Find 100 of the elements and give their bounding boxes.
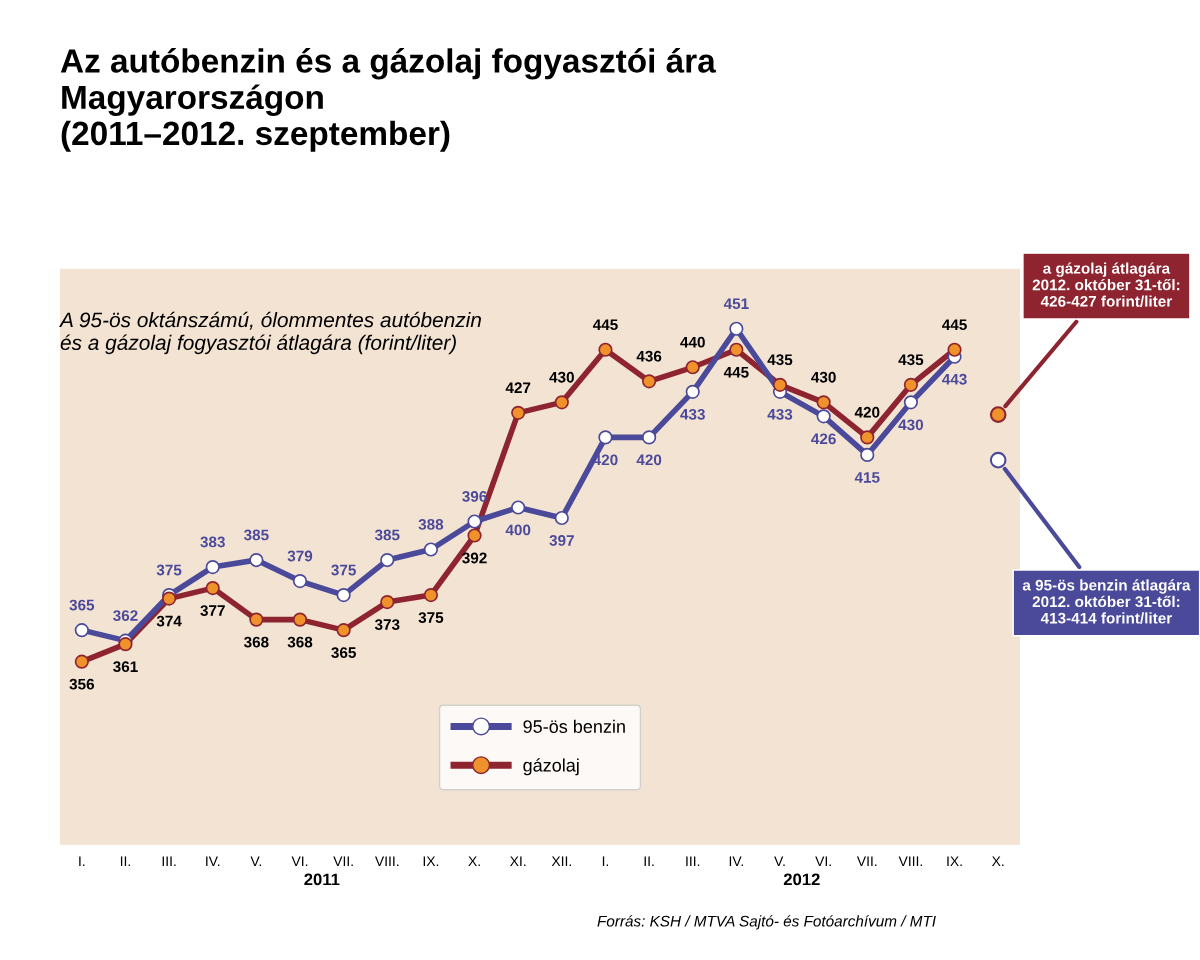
data-label: 420 [636,454,662,466]
x-tick-label: II. [120,856,130,866]
point [292,612,308,627]
point [598,430,613,445]
text: Forrás: KSH / MTVA Sajtó- és Fotóarchívum / MTI [597,915,936,930]
point [598,342,613,357]
x-tick-label: X. [468,856,480,866]
data-label: 362 [113,610,138,621]
data-label: 433 [680,408,705,420]
point [336,623,351,638]
data-label: 356 [69,678,95,690]
data-label: 451 [723,298,749,310]
x-tick-label: VII. [333,856,353,866]
data-label: 375 [156,564,182,576]
data-label: 365 [69,599,95,611]
point [642,430,657,445]
point [947,342,962,357]
point [816,395,831,410]
data-label: 443 [942,373,967,385]
x-tick-label: I. [79,856,85,866]
chart-subtitle: A 95-ös oktánszámú, ólommentes autóbenzin és a gázolaj fogyasztói átlagára (forint/liter) [58,311,481,355]
x-tick-label: IV. [729,856,743,866]
text: a gázolaj átlagára 2012. október 31-től: 426-427 forint/liter [1032,262,1180,307]
point [511,405,526,420]
data-label: 365 [331,647,356,659]
x-tick-label: VIII. [898,856,922,866]
text: a 95-ös benzin átlagára 2012. október 31-től: 413-414 forint/liter [1022,579,1191,624]
text: 2012 [783,873,820,886]
x-tick-label: V. [774,856,785,866]
data-label: 415 [854,472,880,483]
data-label: 430 [811,371,836,383]
x-tick-label: VII. [856,856,877,866]
x-tick-label: VI. [291,856,308,866]
point [336,588,351,603]
data-label: 420 [854,406,880,418]
data-label: 388 [418,519,444,530]
data-label: 445 [942,319,967,331]
x-tick-label: II. [644,856,654,866]
point [554,395,569,410]
x-tick-label: IV. [206,856,220,866]
data-label: 440 [680,336,705,348]
point [467,514,482,529]
point [423,588,438,603]
data-label: 445 [723,366,749,378]
point [205,580,220,596]
data-label: 374 [156,615,182,627]
point [989,451,1007,469]
data-label: 427 [505,382,531,394]
point [860,430,875,445]
x-tick-label: VI. [815,856,831,866]
data-label: 383 [200,536,225,548]
point [467,528,482,543]
legend-label: 95-ös benzin [523,719,625,733]
point [685,384,700,399]
data-label: 435 [767,354,793,366]
point [380,595,395,610]
x-tick-label: I. [602,856,609,866]
point [205,559,220,575]
data-label: 368 [287,636,313,648]
x-tick-label: IX. [423,856,439,866]
legend-label: gázolaj [523,758,579,776]
data-label: 385 [374,529,400,541]
data-label: 361 [113,661,138,673]
point [249,552,264,568]
x-tick-label: XII. [551,856,571,866]
text: 2011 [304,873,340,886]
data-label: 400 [505,524,531,536]
point [729,321,744,336]
point [989,406,1007,423]
data-label: 385 [243,529,269,541]
point [772,377,788,392]
data-label: 445 [592,319,618,331]
point [903,395,918,410]
data-label: 435 [898,354,924,366]
data-label: 377 [200,605,225,616]
data-label: 375 [331,564,356,576]
x-tick-label: V. [250,856,262,866]
data-label: 426 [811,433,836,445]
point [903,377,918,392]
point [642,374,657,389]
point [816,409,831,424]
data-label: 433 [767,408,793,420]
data-label: 436 [636,350,662,362]
x-tick-label: VIII. [374,856,399,866]
data-label: 392 [462,552,487,564]
point [860,447,875,462]
point [511,500,526,515]
point [380,552,395,568]
data-label: 430 [549,371,574,383]
chart-title: Az autóbenzin és a gázolaj fogyasztói ára Magyarországon (2011–2012. szeptember) [60,48,716,152]
point [685,360,700,375]
data-label: 430 [898,419,924,431]
point [118,637,133,652]
point [249,612,264,627]
x-tick-label: XI. [510,856,526,866]
point [292,573,308,589]
data-label: 375 [418,612,444,623]
point [554,510,569,526]
x-tick-label: X. [991,856,1004,866]
data-label: 368 [243,636,269,648]
